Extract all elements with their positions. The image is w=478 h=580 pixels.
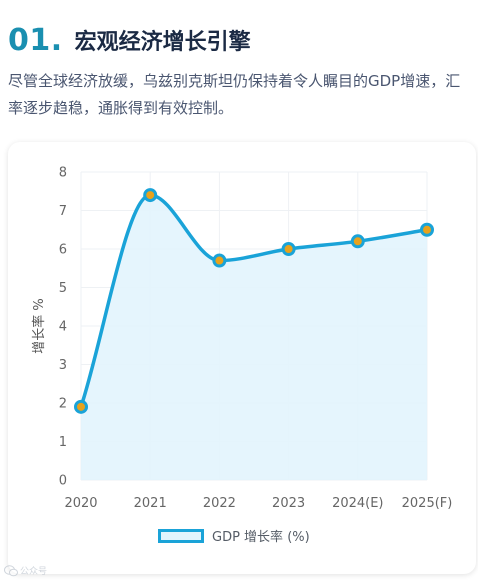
- x-tick-label: 2021: [134, 496, 167, 511]
- y-tick-label: 8: [59, 166, 67, 181]
- data-point: [74, 399, 88, 414]
- wechat-icon: [4, 564, 18, 576]
- watermark-text: 公众号: [20, 567, 48, 577]
- y-tick-label: 5: [59, 281, 67, 296]
- y-axis-title: 增长率 %: [31, 298, 47, 354]
- data-point: [212, 253, 227, 268]
- data-point: [420, 222, 434, 237]
- section-title: 宏观经济增长引擎: [74, 30, 251, 55]
- x-tick-label: 2022: [203, 496, 236, 511]
- legend-swatch: [158, 528, 204, 543]
- watermark: 公众号: [4, 564, 47, 577]
- y-tick-label: 6: [59, 243, 67, 258]
- y-tick-label: 7: [59, 204, 67, 219]
- x-tick-label: 2023: [272, 496, 305, 511]
- x-tick-label: 2020: [64, 496, 97, 511]
- series-area: [81, 195, 427, 480]
- data-point: [281, 242, 296, 256]
- y-tick-label: 0: [59, 474, 67, 489]
- x-tick-label: 2025(F): [402, 496, 453, 511]
- data-point: [350, 234, 365, 249]
- legend-label: GDP 增长率 (%): [212, 530, 310, 545]
- x-tick-label: 2024(E): [332, 496, 383, 511]
- chart-legend[interactable]: GDP 增长率 (%): [158, 526, 310, 545]
- section-header: 01. 宏观经济增长引擎: [8, 20, 251, 60]
- y-tick-label: 4: [59, 320, 67, 335]
- y-tick-label: 3: [59, 358, 67, 373]
- y-tick-label: 1: [59, 435, 67, 450]
- section-description: 尽管全球经济放缓，乌兹别克斯坦仍保持着令人瞩目的GDP增速，汇率逐步趋稳，通胀得…: [8, 72, 461, 117]
- y-tick-label: 2: [59, 397, 67, 412]
- section-number: 01.: [8, 22, 63, 58]
- data-point: [143, 188, 158, 203]
